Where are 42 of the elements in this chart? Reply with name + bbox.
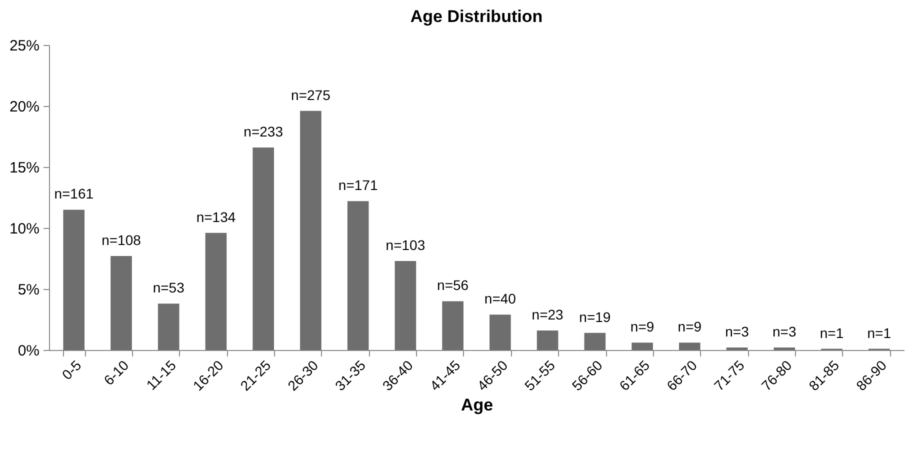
y-tick-label: 20%: [9, 98, 40, 116]
y-tick-label: 15%: [9, 160, 40, 176]
annotation: n=9: [678, 318, 702, 335]
annotation: n=3: [725, 324, 750, 340]
annotation: n=108: [102, 232, 142, 248]
annotation: n=103: [386, 236, 426, 253]
bar: [63, 210, 85, 350]
annotation: n=161: [54, 186, 94, 202]
y-tick-label: 0%: [18, 342, 40, 360]
bar: [490, 314, 511, 350]
x-axis-title: Age: [460, 396, 494, 415]
y-tick-label: 10%: [9, 220, 40, 238]
annotation: n=1: [867, 324, 892, 341]
bar: [394, 260, 416, 350]
annotation: n=53: [152, 280, 185, 296]
y-tick-label: 5%: [18, 282, 40, 298]
annotation: n=1: [820, 324, 844, 341]
bar: [679, 342, 700, 350]
bar: [252, 147, 274, 350]
annotation: n=9: [630, 318, 654, 335]
bar: [442, 301, 464, 350]
bar: [205, 232, 227, 350]
annotation: n=56: [437, 277, 469, 294]
bar: [584, 332, 606, 350]
annotation: n=275: [291, 86, 331, 103]
annotation: n=23: [532, 306, 564, 322]
annotation: n=134: [196, 208, 236, 225]
x-tick-label: 0-5: [58, 356, 84, 383]
bar: [536, 330, 558, 350]
bar: [110, 256, 132, 350]
annotation: n=3: [772, 324, 796, 340]
bar: [300, 110, 322, 350]
annotation: n=19: [579, 308, 611, 325]
annotation: n=40: [484, 290, 516, 307]
chart-title: Age Distribution: [410, 7, 543, 26]
y-tick-label: 25%: [9, 38, 40, 54]
bar: [158, 304, 180, 350]
bar: [632, 342, 653, 350]
x-tick-label: 6-10: [100, 356, 132, 388]
annotation: n=171: [338, 177, 378, 194]
bar: [347, 201, 369, 350]
annotation: n=233: [244, 123, 284, 140]
